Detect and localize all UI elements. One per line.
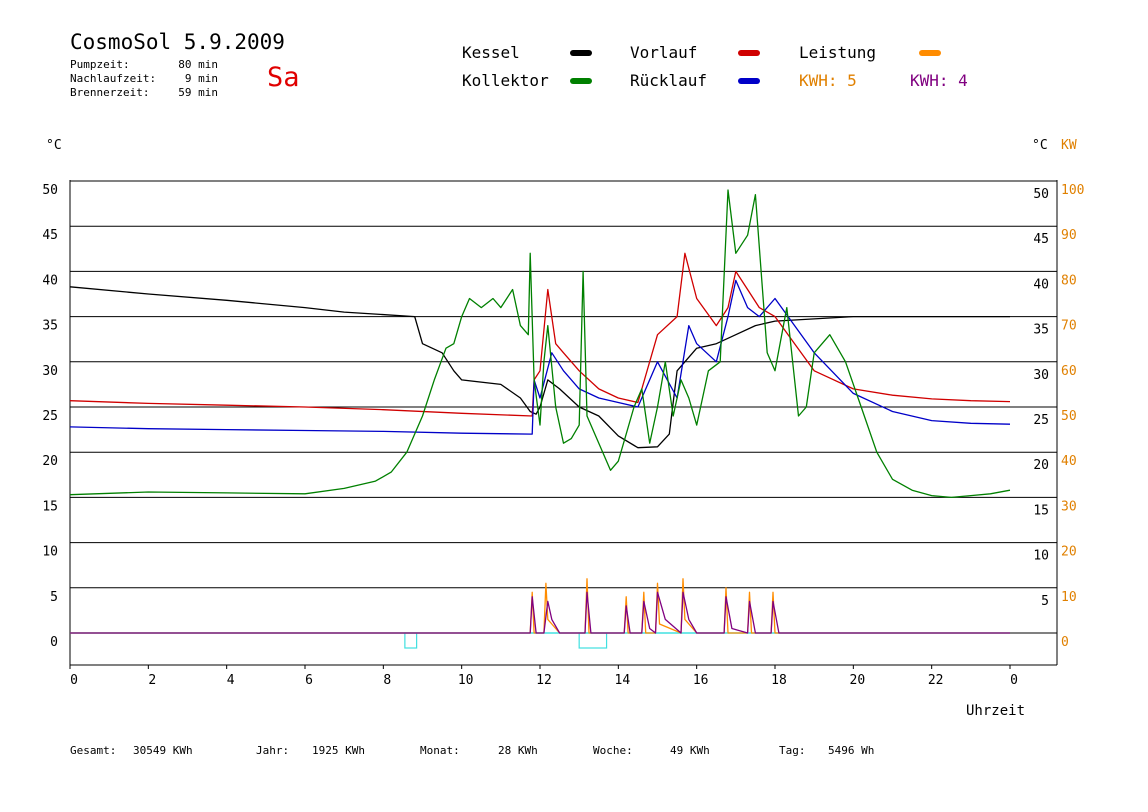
series-line-vorlauf (69, 252, 1011, 417)
y-tick-right-temp: 30 (1033, 368, 1049, 383)
y-tick-left: 15 (42, 499, 58, 514)
legend-vorlauf-label: Vorlauf (630, 43, 698, 62)
series-line-kessel (69, 286, 1010, 449)
x-tick-label: 22 (928, 673, 944, 688)
brennerzeit-value: 59 min (178, 86, 218, 99)
y-tick-right-temp: 25 (1033, 413, 1049, 428)
footer-woche-label: Woche: (593, 744, 633, 757)
y-tick-right-temp: 15 (1033, 503, 1049, 518)
x-tick-label: 0 (1010, 673, 1018, 688)
y-axis-label-left: °C (46, 138, 62, 153)
y-tick-right-temp: 45 (1033, 232, 1049, 247)
x-tick-label: 0 (70, 673, 78, 688)
legend-kwh-orange: KWH: 5 (799, 71, 857, 90)
footer-monat-label: Monat: (420, 744, 460, 757)
series-line-kollektor (69, 189, 1011, 499)
footer-jahr-value: 1925 KWh (312, 744, 365, 757)
nachlaufzeit-value: 9 min (184, 72, 218, 85)
y-tick-right-temp: 40 (1033, 277, 1049, 292)
y-tick-right-power: 80 (1061, 273, 1077, 288)
footer-woche-value: 49 KWh (670, 744, 710, 757)
y-tick-left: 35 (42, 319, 58, 334)
y-tick-right-temp: 20 (1033, 458, 1049, 473)
y-tick-right-power: 0 (1061, 635, 1069, 650)
brennerzeit-label: Brennerzeit: (70, 86, 150, 99)
y-tick-left: 0 (50, 635, 58, 650)
legend-ruecklauf-label: Rücklauf (630, 71, 708, 90)
x-axis-label: Uhrzeit (966, 703, 1025, 719)
x-tick-label: 14 (615, 673, 631, 688)
footer-monat-value: 28 KWh (498, 744, 538, 757)
x-tick-label: 10 (458, 673, 474, 688)
y-tick-right-power: 40 (1061, 454, 1077, 469)
y-tick-right-power: 100 (1061, 183, 1084, 198)
y-tick-right-temp: 50 (1033, 187, 1049, 202)
footer-tag-value: 5496 Wh (828, 744, 875, 757)
x-tick-label: 12 (536, 673, 552, 688)
y-tick-left: 50 (42, 183, 58, 198)
y-tick-right-power: 20 (1061, 545, 1077, 560)
pump-marker (404, 632, 418, 649)
x-tick-label: 6 (305, 673, 313, 688)
nachlaufzeit-label: Nachlaufzeit: (70, 72, 157, 85)
x-tick-label: 20 (850, 673, 866, 688)
series-line-kwh (70, 591, 1010, 634)
y-tick-left: 45 (42, 228, 58, 243)
footer-tag-label: Tag: (779, 744, 806, 757)
y-tick-right-temp: 10 (1033, 549, 1049, 564)
y-tick-right-power: 90 (1061, 228, 1077, 243)
legend-kwh-purple: KWH: 4 (910, 71, 968, 90)
legend-kollektor-label: Kollektor (462, 71, 549, 90)
x-tick-label: 2 (148, 673, 156, 688)
x-tick-label: 4 (227, 673, 235, 688)
y-tick-right-power: 70 (1061, 319, 1077, 334)
pump-marker (578, 632, 608, 649)
y-tick-right-power: 60 (1061, 364, 1077, 379)
y-tick-right-temp: 35 (1033, 323, 1049, 338)
y-tick-right-power: 10 (1061, 590, 1077, 605)
series-line-leistung (70, 578, 1010, 634)
series-line-ruecklauf (69, 279, 1011, 435)
y-axis-label-right-temp: °C (1032, 138, 1048, 153)
footer-gesamt-value: 30549 KWh (133, 744, 193, 757)
pumpzeit-label: Pumpzeit: (70, 58, 130, 71)
y-tick-right-temp: 5 (1041, 594, 1049, 609)
y-tick-left: 10 (42, 545, 58, 560)
legend-leistung-label: Leistung (799, 43, 877, 62)
footer-jahr-label: Jahr: (256, 744, 290, 757)
y-tick-right-power: 50 (1061, 409, 1077, 424)
pumpzeit-value: 80 min (178, 58, 218, 71)
y-tick-left: 5 (50, 590, 58, 605)
y-tick-right-power: 30 (1061, 499, 1077, 514)
y-tick-left: 40 (42, 273, 58, 288)
y-tick-left: 30 (42, 364, 58, 379)
day-label: Sa (267, 62, 300, 93)
legend-kessel-label: Kessel (462, 43, 520, 62)
y-tick-left: 25 (42, 409, 58, 424)
y-tick-left: 20 (42, 454, 58, 469)
y-axis-label-right-power: KW (1061, 138, 1077, 153)
chart-title: CosmoSol 5.9.2009 (70, 30, 285, 54)
x-tick-label: 18 (771, 673, 787, 688)
x-tick-label: 8 (383, 673, 391, 688)
x-tick-label: 16 (693, 673, 709, 688)
footer-gesamt-label: Gesamt: (70, 744, 117, 757)
